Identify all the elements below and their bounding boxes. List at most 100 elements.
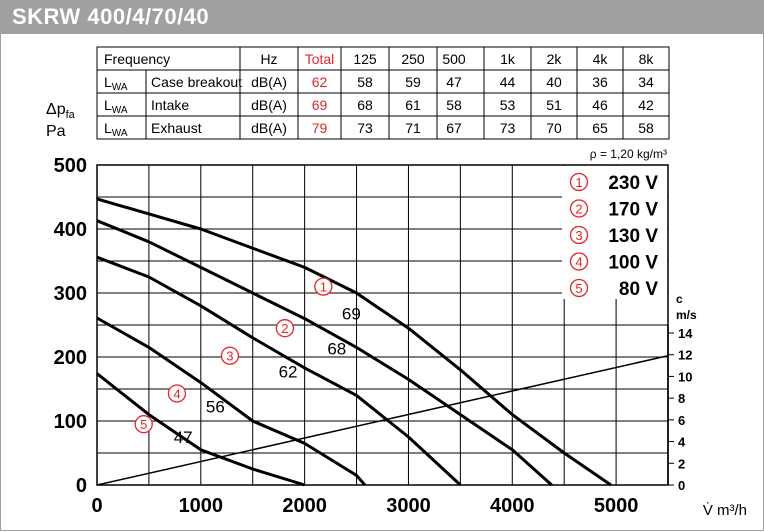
y-tick-label: 100	[54, 411, 87, 433]
density-note: ρ = 1,20 kg/m³	[590, 147, 667, 161]
row-value: 47	[446, 74, 462, 90]
legend-item: 3 130 V	[569, 225, 658, 247]
y-tick-label: 0	[76, 475, 87, 497]
row-value: 34	[638, 74, 654, 90]
curve-marker-number: 3	[226, 349, 233, 364]
y-tick-label: 400	[54, 219, 87, 241]
system-line	[96, 354, 669, 486]
curve-marker-5: 5	[134, 415, 153, 434]
table-header-125: 125	[353, 51, 377, 67]
curve-marker-3: 3	[220, 346, 240, 365]
right-axis-label: c	[676, 292, 683, 306]
curve-marker-4: 4	[167, 384, 187, 403]
fan-curve-4	[96, 316, 367, 486]
row-value: 73	[500, 120, 516, 136]
legend-item: 5 80 V	[569, 278, 658, 300]
table-header-1k: 1k	[500, 51, 516, 67]
fan-curve-5	[96, 372, 306, 487]
row-unit: dB(A)	[251, 97, 287, 113]
row-value: 67	[446, 120, 462, 136]
legend-label: 170 V	[608, 200, 658, 221]
lwa-symbol: LWA	[104, 74, 128, 93]
table-row-case-breakout: LWA Case breakout dB(A) 62 58 59 47 44 4…	[104, 74, 654, 93]
x-axis-label: V̇ m³/h	[703, 502, 747, 519]
right-tick-label: 2	[678, 456, 685, 471]
curve-marker-1: 1	[314, 277, 333, 296]
y-tick-label: 200	[54, 347, 87, 369]
row-total: 69	[312, 97, 328, 113]
y-tick-label: 500	[54, 155, 87, 177]
row-value: 65	[592, 120, 608, 136]
curve-marker-number: 5	[140, 417, 147, 432]
row-value: 58	[357, 74, 373, 90]
row-value: 46	[592, 97, 608, 113]
y-axis-ticks: 0 100 200 300 400 500	[54, 155, 87, 497]
legend-marker-number: 1	[575, 175, 582, 190]
sound-level-label: 47	[174, 428, 193, 447]
row-value: 53	[500, 97, 516, 113]
row-value: 71	[405, 120, 421, 136]
right-tick-label: 14	[678, 326, 693, 341]
row-label: Exhaust	[151, 120, 202, 136]
legend-marker-circle	[569, 225, 589, 245]
legend-label: 130 V	[608, 226, 658, 247]
fan-curve-3	[96, 255, 462, 487]
sound-level-label: 69	[342, 304, 361, 323]
row-unit: dB(A)	[251, 74, 287, 90]
right-axis-unit: m/s	[676, 308, 697, 322]
fan-curve-1	[96, 197, 612, 487]
curve-marker-circle	[220, 346, 240, 365]
curve-marker-number: 2	[281, 321, 288, 336]
x-axis-ticks: 0 1000 2000 3000 4000 5000	[91, 495, 638, 517]
plot-area: 1 2 3 4 5 69 68 62 56 47	[96, 197, 669, 487]
sound-level-label: 56	[206, 397, 225, 416]
sound-level-label: 68	[327, 340, 346, 359]
legend: 1 230 V 2 170 V 3 130 V 4 100 V 5 80 V	[562, 166, 667, 300]
row-value: 59	[405, 74, 421, 90]
right-tick-label: 12	[678, 348, 692, 363]
table-header-total: Total	[305, 51, 335, 67]
table-header-2k: 2k	[547, 51, 563, 67]
y-tick-label: 300	[54, 283, 87, 305]
row-value: 44	[500, 74, 516, 90]
x-tick-label: 0	[91, 495, 102, 517]
x-tick-label: 4000	[490, 495, 535, 517]
curve-marker-circle	[134, 415, 153, 434]
table-row-intake: LWA Intake dB(A) 69 68 61 58 53 51 46 42	[104, 97, 654, 116]
legend-marker-circle	[569, 278, 589, 298]
curve-marker-circle	[314, 277, 333, 296]
row-value: 58	[638, 120, 654, 136]
lwa-symbol: LWA	[104, 97, 128, 116]
legend-marker-number: 3	[575, 228, 582, 243]
x-tick-label: 1000	[179, 495, 224, 517]
right-tick-label: 8	[678, 391, 685, 406]
row-value: 40	[546, 74, 562, 90]
table-header-frequency: Frequency	[104, 51, 170, 67]
row-value: 42	[638, 97, 654, 113]
sound-level-label: 62	[279, 363, 298, 382]
curve-marker-number: 1	[320, 280, 327, 295]
table-row-exhaust: LWA Exhaust dB(A) 79 73 71 67 73 70 65 5…	[104, 120, 654, 139]
curve-marker-circle	[167, 384, 187, 403]
legend-marker-circle	[569, 252, 589, 271]
legend-marker-circle	[569, 199, 589, 218]
lwa-symbol: LWA	[104, 120, 128, 139]
right-tick-label: 6	[678, 413, 685, 428]
right-tick-label: 10	[678, 369, 692, 384]
product-title: SKRW 400/4/70/40	[12, 4, 210, 29]
row-label: Intake	[151, 97, 189, 113]
table-header-hz: Hz	[260, 51, 277, 67]
legend-marker-number: 5	[575, 281, 582, 296]
row-value: 58	[446, 97, 462, 113]
legend-item: 2 170 V	[569, 199, 658, 221]
legend-label: 230 V	[608, 173, 658, 194]
legend-marker-number: 4	[575, 255, 582, 270]
row-label: Case breakout	[151, 74, 242, 90]
legend-item: 4 100 V	[569, 252, 658, 274]
legend-marker-number: 2	[575, 202, 582, 217]
y-axis-label: Δpfa	[46, 101, 76, 121]
x-tick-label: 2000	[282, 495, 327, 517]
right-axis-ticks: 0 2 4 6 8 10 12 14	[667, 325, 693, 493]
curve-marker-circle	[275, 319, 295, 338]
